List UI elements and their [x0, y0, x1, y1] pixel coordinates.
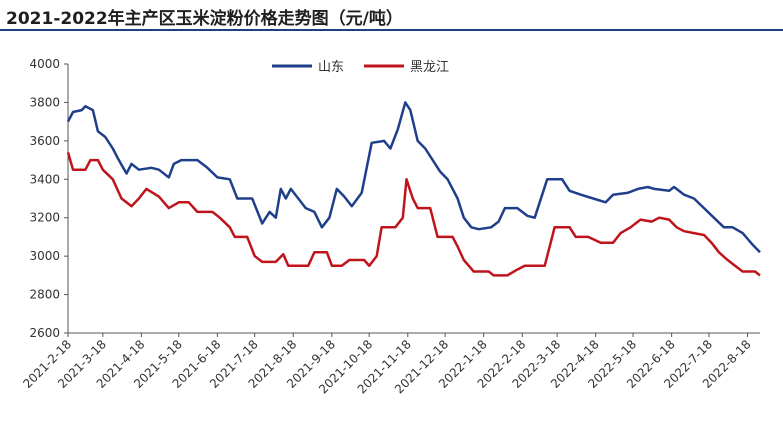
y-tick-label: 2600 [29, 326, 60, 340]
x-axis-ticks: 2021-2-182021-3-182021-4-182021-5-182021… [20, 333, 754, 396]
y-tick-label: 3400 [29, 172, 60, 186]
y-tick-label: 3800 [29, 95, 60, 109]
legend: 山东 黑龙江 [272, 60, 449, 75]
y-tick-label: 4000 [29, 57, 60, 71]
legend-label-0: 山东 [318, 60, 344, 75]
title-underline [0, 29, 783, 31]
y-tick-label: 3000 [29, 249, 60, 263]
y-tick-label: 3200 [29, 211, 60, 225]
y-tick-label: 3600 [29, 134, 60, 148]
legend-label-1: 黑龙江 [410, 60, 449, 75]
series-lines [66, 101, 761, 277]
y-tick-label: 2800 [29, 288, 60, 302]
chart-title: 2021-2022年主产区玉米淀粉价格走势图（元/吨） [6, 9, 403, 29]
series-line-0 [66, 101, 761, 254]
chart-axes [67, 64, 760, 334]
series-line-1 [66, 152, 761, 277]
y-axis-ticks: 2600 2800 3000 3200 3400 3600 3800 4000 [29, 57, 68, 340]
